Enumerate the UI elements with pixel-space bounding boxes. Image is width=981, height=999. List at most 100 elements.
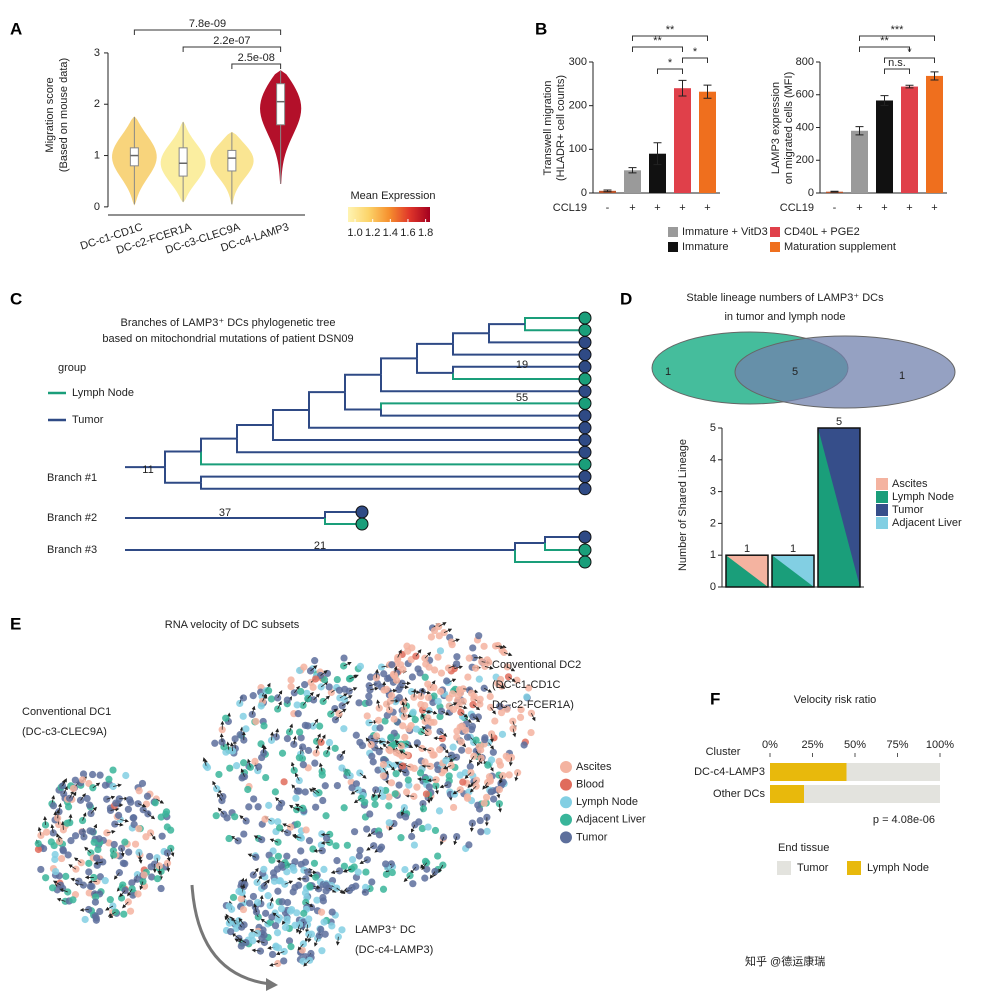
velocity-arrow (110, 807, 120, 812)
cell-dot (387, 779, 396, 787)
cell-dot (475, 632, 483, 640)
cell-dot (465, 841, 473, 849)
cell-dot (343, 768, 351, 776)
velocity-arrow (277, 700, 282, 710)
velocity-arrow (410, 824, 416, 833)
velocity-arrow (292, 835, 302, 839)
velocity-arrow (305, 924, 310, 934)
velocity-arrow (507, 666, 516, 672)
cell-dot (239, 712, 247, 720)
cell-dot (409, 880, 417, 888)
velocity-arrow (137, 852, 142, 862)
velocity-arrow (369, 686, 379, 691)
x-tick-label: 75% (886, 739, 908, 751)
velocity-arrow (422, 747, 431, 752)
velocity-arrow (52, 880, 61, 886)
bar (926, 75, 943, 193)
cell-dot (321, 930, 329, 938)
cell-dot (268, 856, 276, 864)
y-tick-label: 800 (796, 56, 814, 68)
cell-dot (71, 832, 80, 840)
cell-dot (385, 802, 393, 810)
cell-dot (499, 778, 507, 786)
cell-dot (338, 926, 346, 934)
legend-title: End tissue (778, 842, 829, 854)
legend-swatch (876, 478, 888, 490)
cell-dot (424, 823, 432, 831)
velocity-arrow (68, 864, 77, 870)
velocity-arrow (50, 824, 55, 833)
cell-dot (293, 701, 301, 709)
velocity-arrow (403, 875, 411, 882)
velocity-arrow (269, 962, 278, 967)
velocity-arrow (405, 743, 414, 749)
velocity-arrow (311, 787, 320, 794)
cell-dot (287, 683, 295, 691)
cell-dot (83, 794, 91, 803)
velocity-arrow (454, 665, 464, 670)
cell-dot (352, 731, 360, 739)
cell-dot (291, 858, 299, 866)
cell-dot (225, 919, 233, 927)
cell-dot (392, 770, 400, 778)
velocity-arrow (303, 960, 310, 967)
cell-dot (427, 718, 435, 726)
cell-dot (361, 888, 369, 896)
cluster-label: (DC-c1-CD1C (492, 679, 561, 691)
tree-leaf (578, 323, 592, 337)
legend-label: Tumor (797, 862, 829, 874)
watermark: 知乎 @德运康瑞 (745, 954, 825, 968)
velocity-arrow (229, 742, 234, 752)
cell-dot (260, 938, 269, 947)
y-tick-label: 0 (581, 187, 587, 199)
colorbar (348, 207, 430, 222)
cell-dot (88, 770, 97, 779)
cell-dot (379, 772, 388, 780)
panel-label: C (10, 289, 22, 308)
cell-dot (239, 905, 248, 914)
cluster-label: (DC-c3-CLEC9A) (22, 726, 107, 738)
error-bar (930, 71, 939, 81)
velocity-arrow (484, 687, 493, 693)
x-tick-label: 100% (926, 739, 954, 751)
velocity-arrow (107, 911, 116, 917)
cell-dot (257, 702, 265, 710)
cell-dot (431, 826, 440, 835)
cell-dot (368, 878, 376, 886)
cell-dot (311, 657, 319, 665)
cell-dot (211, 739, 219, 747)
velocity-arrow (409, 866, 417, 875)
cell-dot (41, 821, 50, 829)
cell-dot (413, 783, 421, 791)
legend-swatch (876, 504, 888, 516)
velocity-arrow (312, 718, 319, 727)
cell-dot (438, 734, 446, 743)
cell-dot (112, 799, 120, 807)
cell-dot (332, 842, 340, 850)
cell-dot (487, 788, 495, 796)
velocity-arrow (460, 712, 469, 718)
velocity-arrow (397, 769, 407, 774)
significance-label: * (668, 57, 673, 69)
cell-dot (505, 771, 513, 779)
velocity-arrow (56, 832, 60, 842)
cell-dot (317, 908, 326, 916)
tree-leaf (355, 517, 369, 531)
cell-dot (463, 794, 472, 802)
cell-dot (466, 763, 474, 771)
legend-swatch (876, 517, 888, 529)
cell-dot (299, 761, 307, 769)
cell-dot (86, 882, 95, 890)
cell-dot (249, 892, 258, 901)
cell-dot (476, 816, 484, 825)
tree-leaf (578, 360, 592, 374)
velocity-arrow (251, 948, 261, 953)
cell-dot (121, 860, 129, 868)
tree-edge (344, 392, 381, 411)
legend-label: Immature (682, 241, 728, 253)
legend-label: CD40L + PGE2 (784, 226, 860, 238)
tree-edge (416, 342, 453, 359)
velocity-arrow (374, 668, 379, 678)
velocity-arrow (37, 826, 42, 836)
velocity-arrow (424, 651, 432, 659)
